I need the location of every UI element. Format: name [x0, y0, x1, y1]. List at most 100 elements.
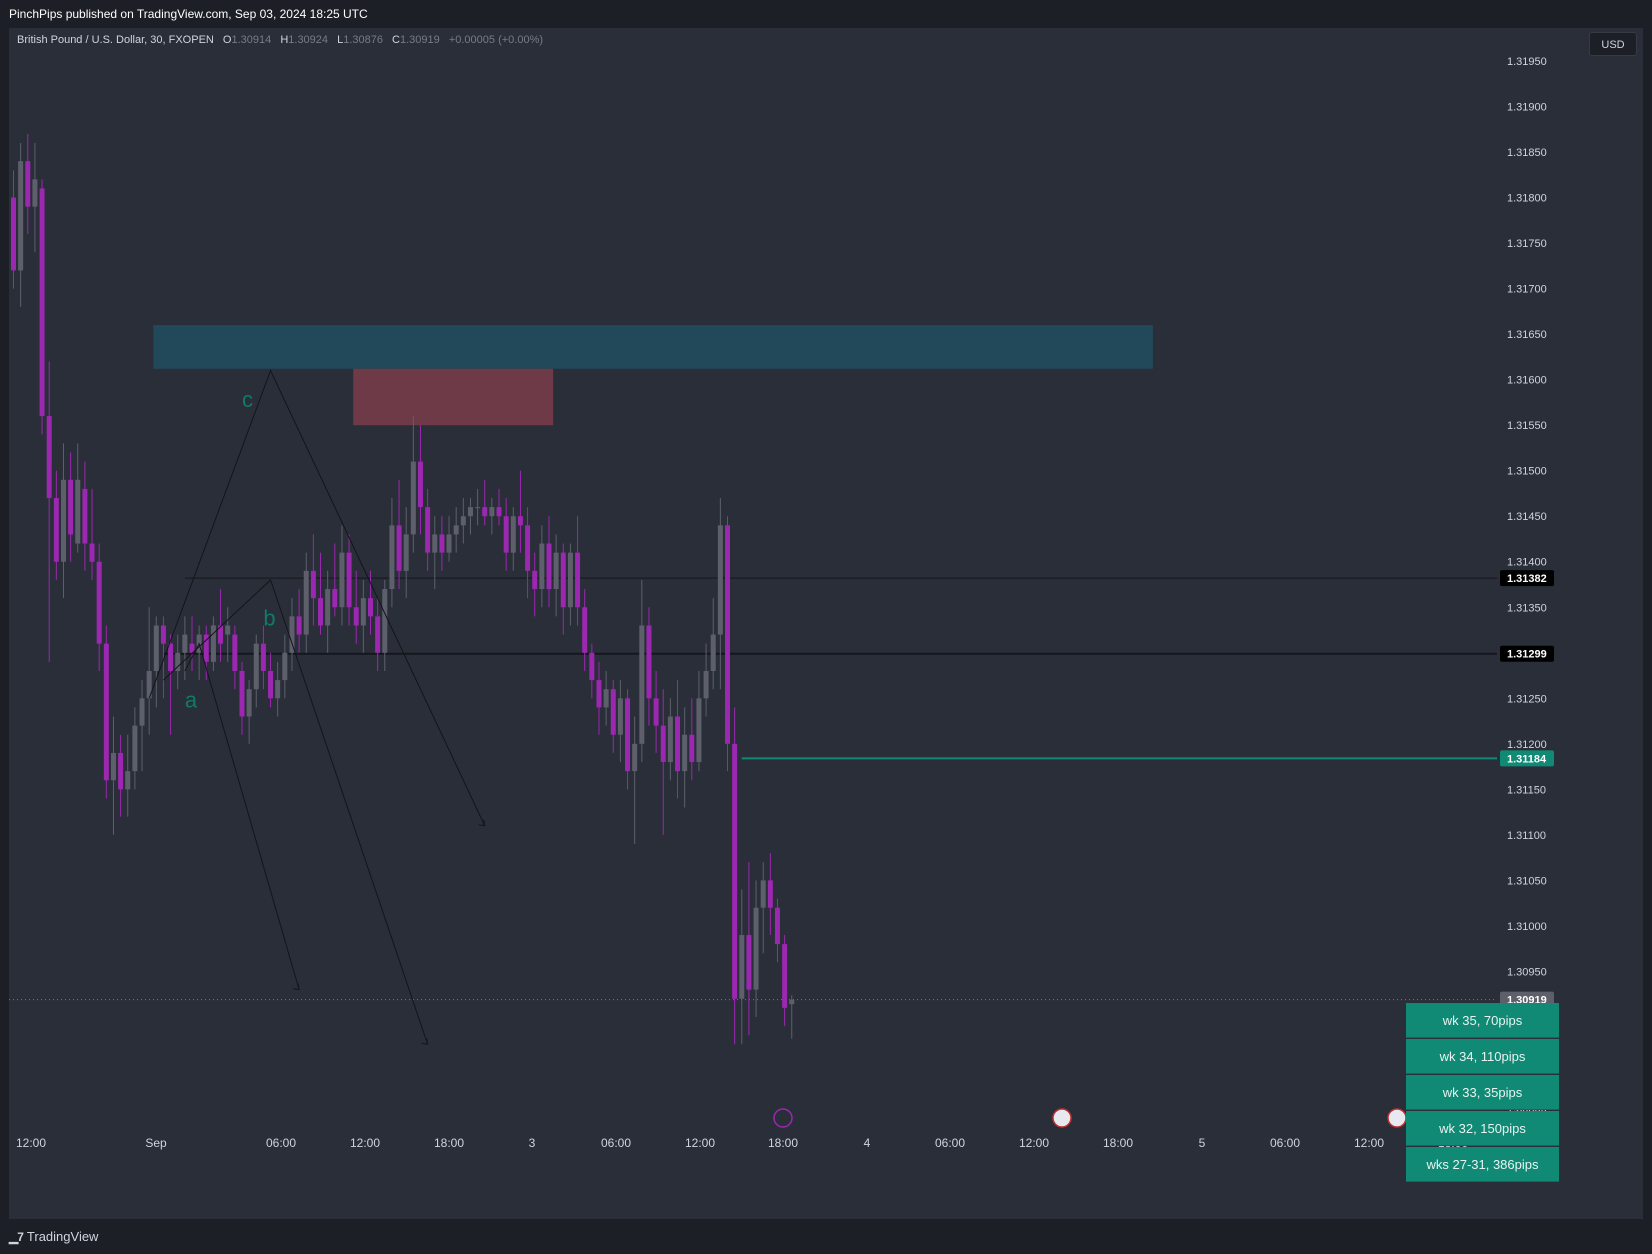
- candle[interactable]: [489, 507, 495, 517]
- candle[interactable]: [710, 634, 716, 671]
- candle[interactable]: [575, 552, 581, 608]
- candle[interactable]: [417, 461, 423, 508]
- candle[interactable]: [525, 525, 531, 571]
- candle[interactable]: [596, 680, 602, 708]
- candle[interactable]: [253, 643, 259, 690]
- candle[interactable]: [239, 670, 245, 717]
- candle[interactable]: [318, 598, 324, 626]
- candle[interactable]: [296, 616, 302, 635]
- candle[interactable]: [96, 561, 102, 644]
- candle[interactable]: [389, 525, 395, 590]
- candle[interactable]: [110, 752, 116, 781]
- candle[interactable]: [453, 525, 459, 535]
- price-chart[interactable]: a b c 1.31950 1.31900 1.31850 1.31800 1.31750 1.…: [9, 28, 1643, 1219]
- candle[interactable]: [18, 161, 24, 271]
- candle[interactable]: [403, 534, 409, 571]
- candle[interactable]: [632, 743, 638, 772]
- candle[interactable]: [182, 634, 188, 653]
- candle[interactable]: [132, 725, 138, 772]
- candle[interactable]: [82, 488, 88, 544]
- candle[interactable]: [353, 607, 359, 626]
- candle[interactable]: [282, 652, 288, 681]
- candle[interactable]: [510, 516, 516, 553]
- candle[interactable]: [517, 516, 523, 526]
- blue-zone[interactable]: [153, 325, 1153, 369]
- candle[interactable]: [46, 416, 52, 499]
- candle[interactable]: [332, 589, 338, 608]
- wave-a-line[interactable]: [184, 642, 300, 990]
- candle[interactable]: [467, 507, 473, 517]
- candle[interactable]: [75, 479, 81, 544]
- candle[interactable]: [368, 598, 373, 617]
- candle[interactable]: [53, 498, 59, 562]
- candle[interactable]: [210, 625, 216, 662]
- candle[interactable]: [146, 670, 152, 699]
- wave-b-line[interactable]: [163, 579, 429, 1045]
- candle[interactable]: [739, 935, 745, 999]
- lightning-event-icon[interactable]: [773, 1108, 793, 1128]
- candle[interactable]: [532, 570, 538, 590]
- us-flag-event-icon[interactable]: [1387, 1108, 1407, 1128]
- candle[interactable]: [717, 525, 723, 635]
- candle[interactable]: [782, 944, 788, 1008]
- candle[interactable]: [475, 507, 481, 509]
- candle[interactable]: [125, 771, 131, 790]
- candle[interactable]: [289, 616, 295, 653]
- us-flag-event-icon[interactable]: [1052, 1108, 1072, 1128]
- candle[interactable]: [667, 716, 673, 763]
- candle[interactable]: [682, 734, 688, 772]
- candle[interactable]: [203, 634, 209, 662]
- candle[interactable]: [503, 516, 509, 553]
- candle[interactable]: [232, 634, 238, 671]
- candle[interactable]: [646, 625, 652, 699]
- candle[interactable]: [660, 725, 666, 763]
- candle[interactable]: [346, 552, 352, 608]
- candle[interactable]: [89, 543, 95, 562]
- candle[interactable]: [325, 589, 331, 626]
- candle[interactable]: [375, 616, 381, 653]
- candle[interactable]: [60, 479, 66, 562]
- candle[interactable]: [482, 507, 488, 517]
- candle[interactable]: [246, 689, 252, 717]
- candle[interactable]: [139, 698, 145, 726]
- candle[interactable]: [496, 507, 502, 517]
- candle[interactable]: [160, 625, 166, 644]
- candle[interactable]: [118, 752, 124, 790]
- candle[interactable]: [446, 534, 452, 553]
- candle[interactable]: [582, 607, 588, 653]
- candle[interactable]: [589, 652, 595, 681]
- wave-c-line[interactable]: [148, 369, 486, 826]
- chart-area[interactable]: a b c 1.31950 1.31900 1.31850 1.31800 1.31750 1.…: [9, 28, 1643, 1219]
- candle[interactable]: [396, 525, 402, 571]
- candle[interactable]: [610, 689, 616, 735]
- candle[interactable]: [410, 461, 416, 535]
- candle[interactable]: [774, 907, 780, 945]
- candle[interactable]: [732, 743, 738, 999]
- candle[interactable]: [653, 698, 659, 726]
- candle[interactable]: [153, 625, 159, 671]
- candle[interactable]: [753, 907, 759, 990]
- candle[interactable]: [432, 534, 438, 553]
- candle[interactable]: [725, 525, 730, 744]
- candle[interactable]: [460, 516, 466, 526]
- candle[interactable]: [539, 543, 545, 590]
- candle[interactable]: [360, 598, 366, 626]
- candle[interactable]: [425, 507, 431, 553]
- candle[interactable]: [639, 625, 645, 744]
- candle[interactable]: [603, 689, 609, 708]
- candle[interactable]: [760, 880, 766, 908]
- candle[interactable]: [789, 999, 795, 1005]
- candle[interactable]: [68, 479, 74, 535]
- candle[interactable]: [439, 534, 445, 553]
- candle[interactable]: [703, 670, 709, 699]
- candle[interactable]: [553, 552, 559, 590]
- candle[interactable]: [218, 625, 224, 644]
- candle[interactable]: [625, 698, 631, 772]
- candle[interactable]: [310, 570, 316, 599]
- candle[interactable]: [546, 543, 552, 590]
- candle[interactable]: [175, 652, 181, 671]
- candle[interactable]: [225, 625, 231, 635]
- candle[interactable]: [382, 589, 388, 653]
- candle[interactable]: [268, 670, 274, 699]
- candle[interactable]: [260, 643, 266, 671]
